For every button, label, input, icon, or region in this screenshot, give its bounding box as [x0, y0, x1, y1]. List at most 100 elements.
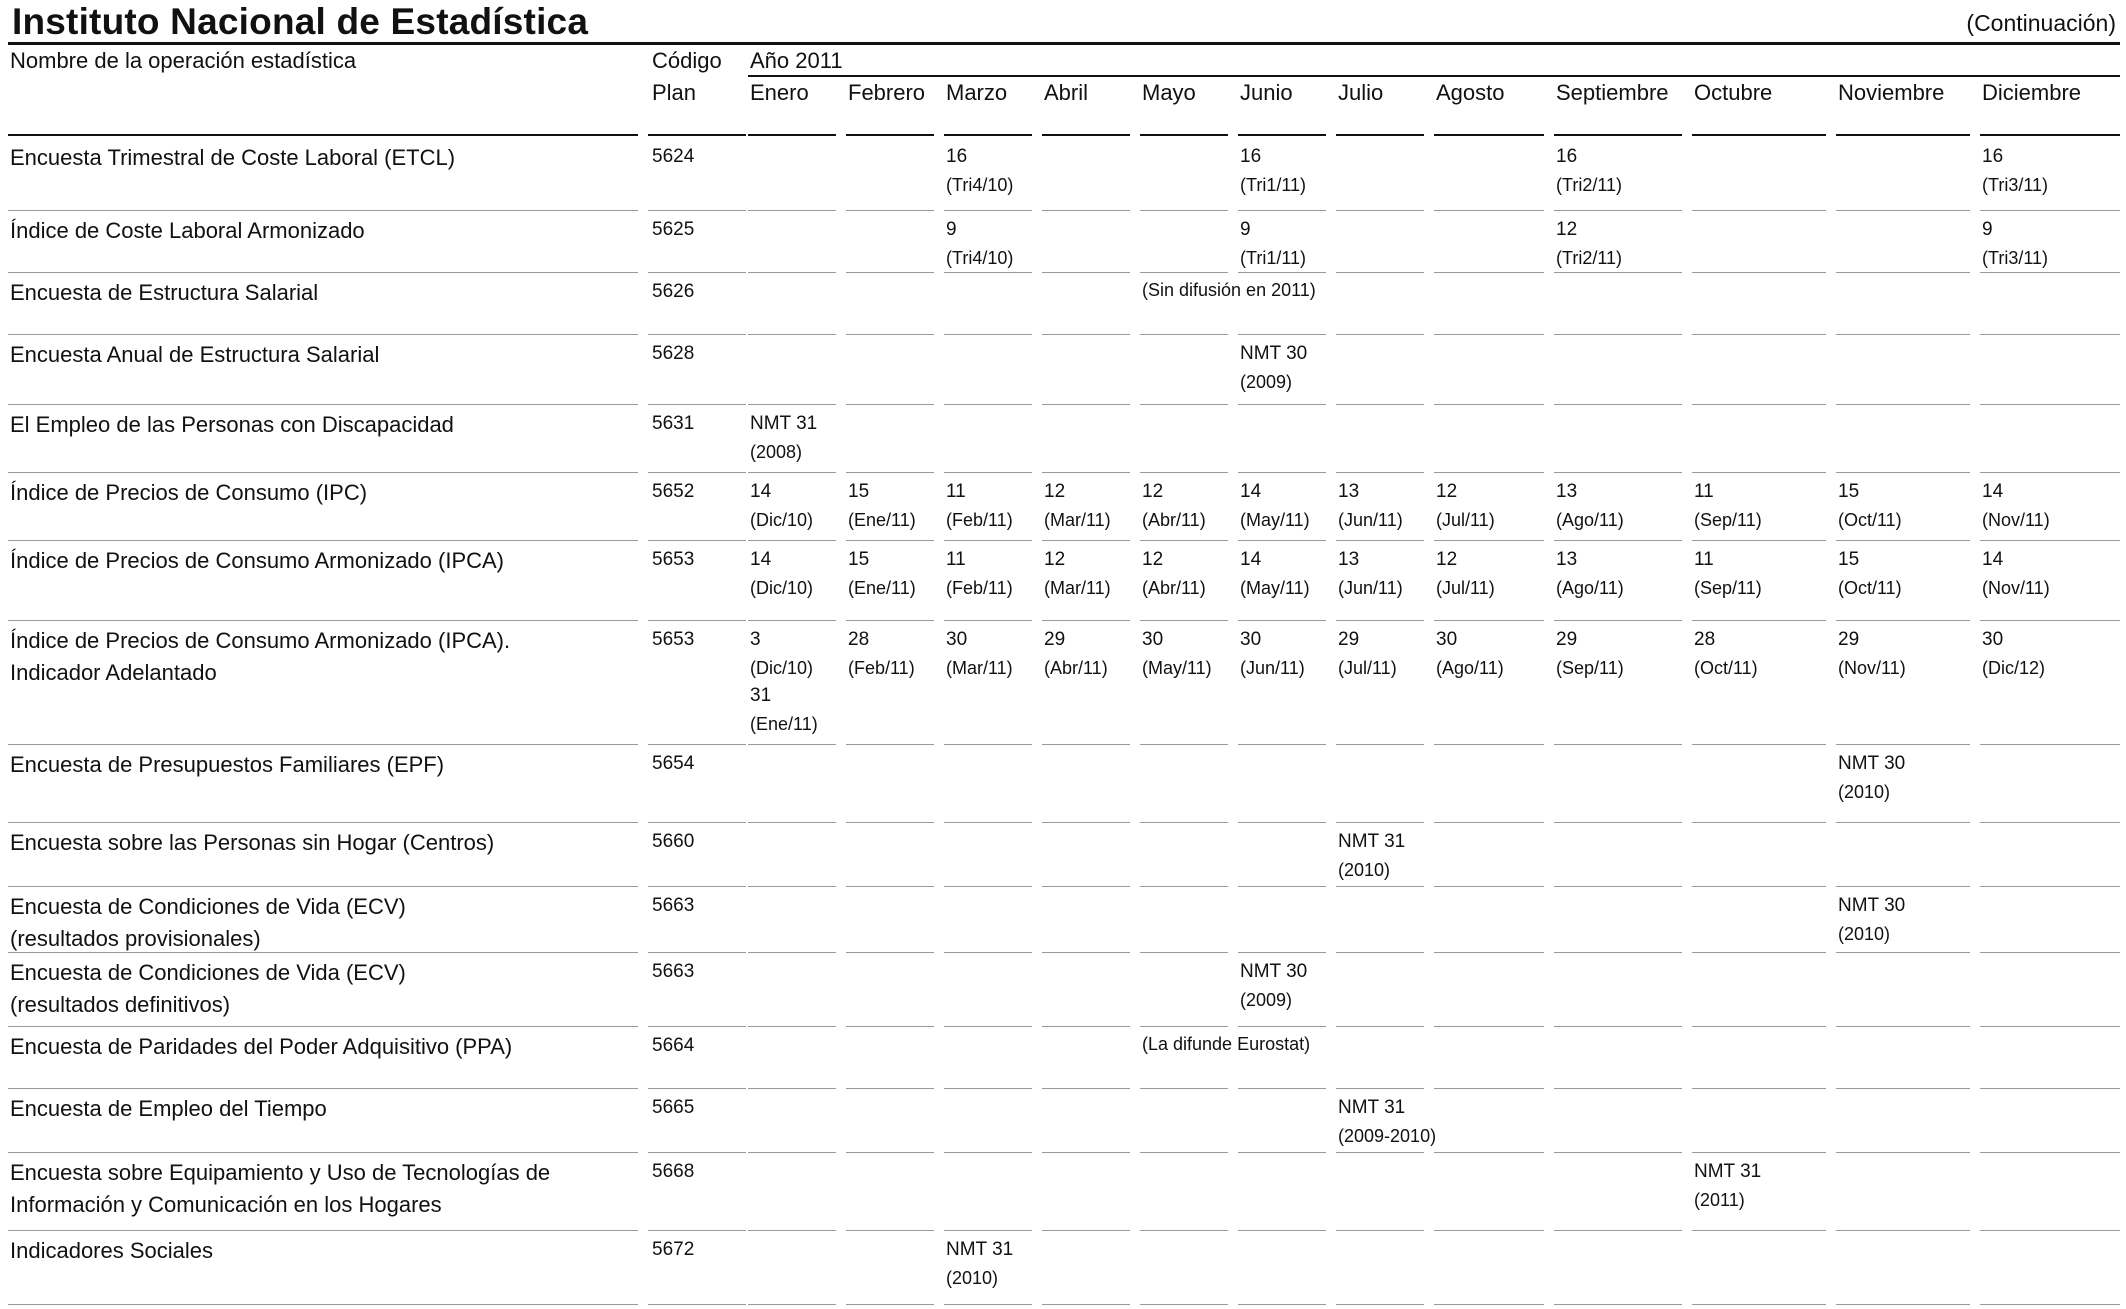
underline-month-6: [1336, 134, 1424, 136]
operation-name-line: Índice de Precios de Consumo Armonizado …: [10, 548, 505, 573]
operation-name: Encuesta Anual de Estructura Salarial: [10, 340, 650, 370]
release-day: 13: [1338, 549, 1360, 570]
operation-name-line: Encuesta de Empleo del Tiempo: [10, 1096, 327, 1121]
separator-segment: [8, 1152, 638, 1153]
separator-segment: [944, 1088, 1032, 1089]
release-day: NMT 30: [1838, 753, 1906, 774]
separator-segment: [1042, 822, 1130, 823]
operation-name: Encuesta Trimestral de Coste Laboral (ET…: [10, 143, 650, 173]
release-cell-month-5: 16 (Tri1/11): [1240, 143, 1306, 199]
reference-period: (2008): [750, 442, 803, 462]
month-header-10: Noviembre: [1838, 80, 1945, 105]
year-header-rule: [748, 75, 2120, 77]
release-cell-month-11: 30 (Dic/12): [1982, 626, 2045, 682]
reference-period: (2011): [1694, 1190, 1745, 1210]
separator-segment: [1140, 1230, 1228, 1231]
separator-segment: [846, 1152, 934, 1153]
separator-segment: [944, 886, 1032, 887]
separator-segment: [1336, 620, 1424, 621]
underline-month-2: [944, 134, 1032, 136]
separator-segment: [1434, 744, 1544, 745]
separator-segment: [1980, 404, 2120, 405]
operation-name-line: Encuesta Anual de Estructura Salarial: [10, 342, 380, 367]
separator-segment: [1238, 540, 1326, 541]
separator-segment: [1238, 1304, 1326, 1305]
reference-period: (Sep/11): [1694, 578, 1762, 598]
release-day: 9: [1240, 219, 1251, 240]
reference-period: (Ene/11): [848, 510, 916, 530]
release-cell-month-10: 15 (Oct/11): [1838, 478, 1902, 534]
operation-name: Índice de Precios de Consumo Armonizado …: [10, 546, 650, 576]
plan-code: 5653: [652, 549, 695, 570]
separator-segment: [1434, 1026, 1544, 1027]
reference-period: (2009): [1240, 990, 1293, 1010]
separator-segment: [1980, 886, 2120, 887]
separator-segment: [748, 1304, 836, 1305]
reference-period: (Dic/10): [750, 578, 814, 598]
separator-segment: [8, 1026, 638, 1027]
table-row: El Empleo de las Personas con Discapacid…: [8, 404, 2120, 473]
separator-segment: [1434, 334, 1544, 335]
release-cell-month-9: 11 (Sep/11): [1694, 478, 1762, 534]
release-cell-month-4: 12 (Abr/11): [1142, 546, 1206, 602]
separator-segment: [1042, 334, 1130, 335]
separator-segment: [1140, 1152, 1228, 1153]
reference-period: (Jul/11): [1436, 510, 1495, 530]
separator-segment: [1336, 952, 1424, 953]
separator-segment: [1140, 886, 1228, 887]
table-row: Encuesta de Paridades del Poder Adquisit…: [8, 1026, 2120, 1089]
underline-name: [8, 134, 638, 136]
separator-segment: [748, 952, 836, 953]
release-cell-month-2: 11 (Feb/11): [946, 546, 1013, 602]
reference-period: (2010): [1338, 860, 1391, 880]
separator-segment: [1692, 1304, 1826, 1305]
separator-segment: [1336, 472, 1424, 473]
separator-segment: [1140, 210, 1228, 211]
column-header-code-line2: Plan: [652, 80, 697, 105]
release-cell-month-5: 30 (Jun/11): [1240, 626, 1305, 682]
reference-period: (2010): [1838, 782, 1891, 802]
operation-name: Encuesta de Empleo del Tiempo: [10, 1094, 650, 1124]
reference-period: (Tri3/11): [1982, 248, 2049, 268]
reference-period: (Tri2/11): [1556, 248, 1623, 268]
underline-month-10: [1836, 134, 1970, 136]
release-day: NMT 31: [1694, 1161, 1762, 1182]
separator-segment: [1980, 1304, 2120, 1305]
separator-segment: [846, 886, 934, 887]
separator-segment: [648, 744, 746, 745]
underline-code: [648, 134, 746, 136]
separator-segment: [1042, 404, 1130, 405]
month-header-4: Mayo: [1142, 80, 1196, 105]
separator-segment: [1140, 1304, 1228, 1305]
plan-code: 5668: [652, 1161, 695, 1182]
reference-period: (Tri1/11): [1240, 248, 1307, 268]
separator-segment: [1336, 404, 1424, 405]
release-cell-month-8: 13 (Ago/11): [1556, 478, 1624, 534]
release-cell-month-11: 9 (Tri3/11): [1982, 216, 2048, 272]
release-cell-month-1: 15 (Ene/11): [848, 546, 916, 602]
reference-period: (Jun/11): [1338, 578, 1403, 598]
release-cell-month-11: 16 (Tri3/11): [1982, 143, 2048, 199]
title-rule: [8, 42, 2120, 45]
underline-month-0: [748, 134, 836, 136]
separator-segment: [1238, 272, 1326, 273]
release-cell-month-9: 11 (Sep/11): [1694, 546, 1762, 602]
separator-segment: [1238, 952, 1326, 953]
separator-segment: [1336, 540, 1424, 541]
separator-segment: [8, 272, 638, 273]
separator-segment: [648, 1088, 746, 1089]
separator-segment: [944, 952, 1032, 953]
plan-code: 5660: [652, 831, 695, 852]
separator-segment: [1554, 744, 1682, 745]
separator-segment: [1238, 744, 1326, 745]
separator-segment: [1238, 210, 1326, 211]
separator-segment: [1692, 540, 1826, 541]
separator-segment: [1140, 334, 1228, 335]
reference-period: (Jun/11): [1240, 658, 1305, 678]
separator-segment: [1238, 886, 1326, 887]
release-day: 9: [1982, 219, 1993, 240]
separator-segment: [1980, 1026, 2120, 1027]
operation-name-line: Encuesta sobre las Personas sin Hogar (C…: [10, 830, 495, 855]
separator-segment: [1042, 1026, 1130, 1027]
separator-segment: [1836, 472, 1970, 473]
